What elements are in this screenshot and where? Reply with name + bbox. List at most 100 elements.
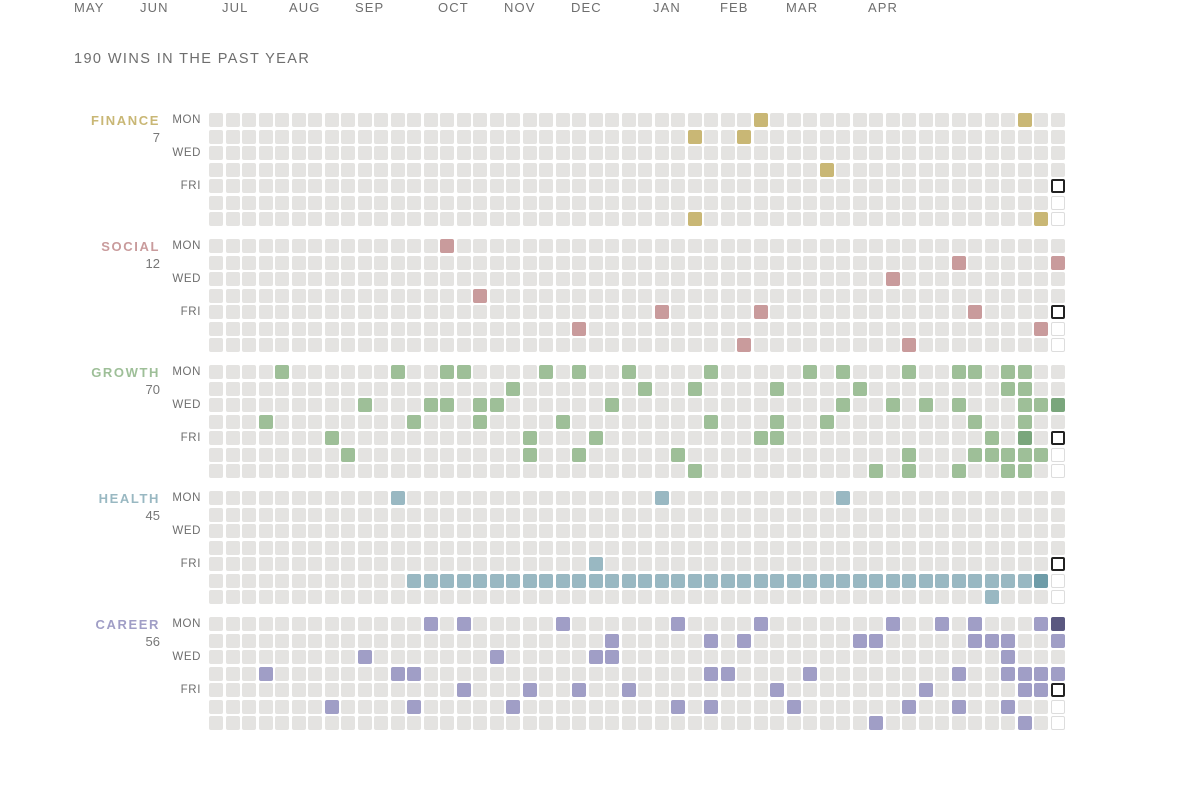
day-cell [572,239,586,253]
win-cell [407,700,421,714]
day-cell [754,163,768,177]
day-cell [539,667,553,681]
day-cell [968,667,982,681]
day-cell [407,716,421,730]
day-cell [952,322,966,336]
win-cell [968,305,982,319]
win-cell [671,448,685,462]
day-cell [556,305,570,319]
day-cell [754,508,768,522]
day-cell [869,541,883,555]
day-cell [358,163,372,177]
day-cell [952,305,966,319]
day-cell [424,524,438,538]
day-cell [803,508,817,522]
day-cell [721,239,735,253]
day-cell [704,541,718,555]
day-cell [853,448,867,462]
day-cell [671,130,685,144]
day-cell [556,508,570,522]
day-cell [952,179,966,193]
day-cell [919,557,933,571]
day-cell [556,590,570,604]
day-cell [836,146,850,160]
win-cell [820,574,834,588]
day-cell [226,448,240,462]
win-cell [638,574,652,588]
day-cell [935,683,949,697]
day-cell [572,130,586,144]
day-cell [242,700,256,714]
day-cell [275,146,289,160]
win-cell [836,491,850,505]
day-cell [605,590,619,604]
day-cell [556,163,570,177]
day-label: MON [172,366,201,378]
day-cell [572,491,586,505]
day-cell [341,338,355,352]
win-cell [1001,448,1015,462]
day-cell [770,700,784,714]
day-cell [688,700,702,714]
day-cell [1034,130,1048,144]
day-cell [308,448,322,462]
day-cell [803,617,817,631]
day-cell [440,256,454,270]
day-cell [209,382,223,396]
day-cell [275,382,289,396]
day-cell [341,415,355,429]
day-cell [589,305,603,319]
win-cell [556,415,570,429]
win-cell [886,617,900,631]
day-cell [853,212,867,226]
day-cell [737,239,751,253]
day-cell [490,617,504,631]
day-cell [721,322,735,336]
day-cell [820,289,834,303]
day-cell [853,179,867,193]
day-cell [1001,338,1015,352]
day-cell [820,716,834,730]
win-cell [1018,716,1032,730]
win-cell [952,574,966,588]
day-cell [242,683,256,697]
day-cell [803,683,817,697]
day-cell [341,256,355,270]
day-cell [523,415,537,429]
day-cell [275,398,289,412]
day-cell [1018,541,1032,555]
day-cell [226,683,240,697]
day-cell [655,239,669,253]
day-cell [292,448,306,462]
day-cell [275,113,289,127]
day-cell [886,256,900,270]
day-cell [935,590,949,604]
day-cell [787,541,801,555]
day-cell [242,716,256,730]
day-cell [308,683,322,697]
day-cell [259,322,273,336]
day-cell [1018,322,1032,336]
day-cell [292,256,306,270]
win-cell [737,130,751,144]
day-cell [1018,524,1032,538]
day-cell [572,289,586,303]
day-cell [308,305,322,319]
day-cell [1051,524,1065,538]
day-cell [770,196,784,210]
day-cell [391,113,405,127]
day-cell [539,650,553,664]
day-cell [209,491,223,505]
today-cell [1051,431,1065,445]
day-cell [638,634,652,648]
day-cell [1001,683,1015,697]
win-cell [655,491,669,505]
day-cell [787,491,801,505]
day-cell [737,541,751,555]
win-cell [523,448,537,462]
day-cell [952,130,966,144]
day-cell [506,683,520,697]
day-cell [671,146,685,160]
day-cell [919,289,933,303]
day-cell [473,365,487,379]
